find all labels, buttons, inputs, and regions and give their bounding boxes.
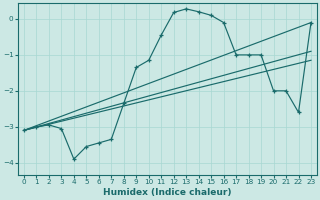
X-axis label: Humidex (Indice chaleur): Humidex (Indice chaleur) [103, 188, 232, 197]
